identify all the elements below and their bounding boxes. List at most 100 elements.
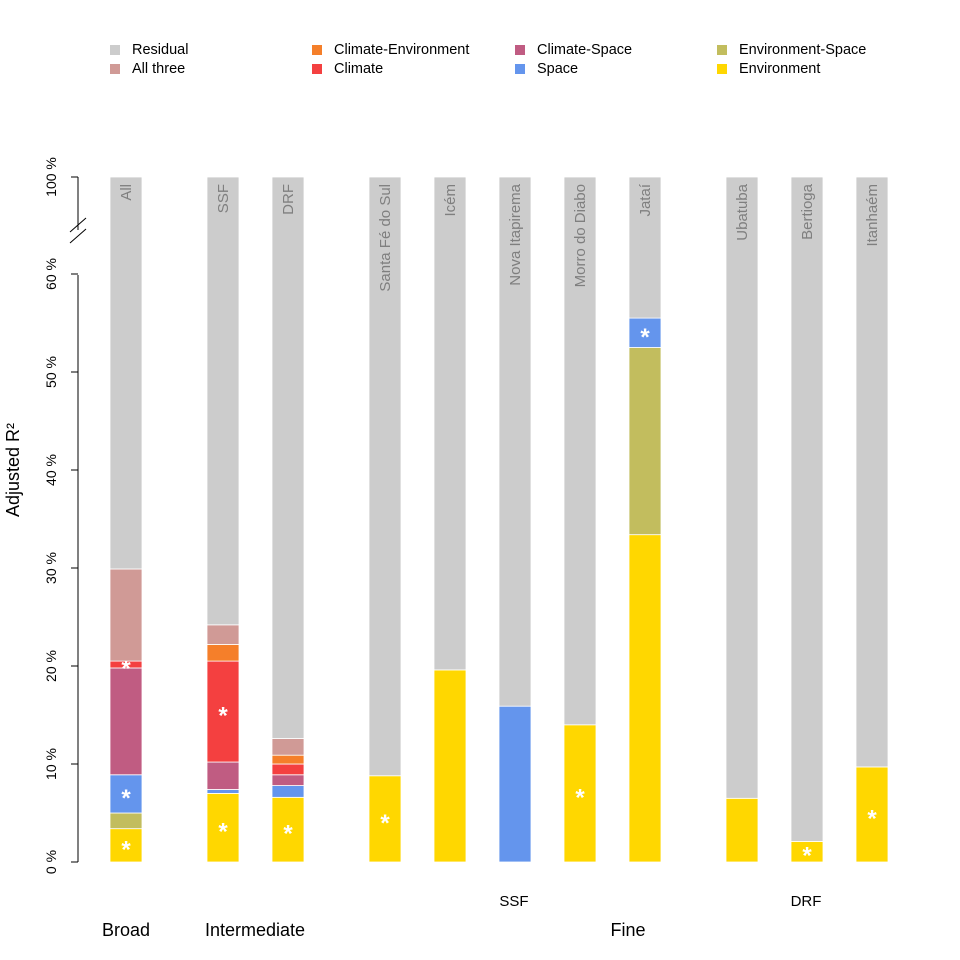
y-tick-label: 0 % <box>43 850 59 874</box>
significance-star: * <box>121 836 131 863</box>
significance-star: * <box>640 324 650 351</box>
subgroup-label-drf: DRF <box>791 893 822 910</box>
bar-morro-do-diabo: * Morro do Diabo <box>563 176 597 863</box>
significance-star: * <box>218 703 228 730</box>
bar-label: All <box>118 184 135 201</box>
bar-segment-environment <box>563 724 597 863</box>
bar-segment-all-three <box>271 738 305 756</box>
significance-star: * <box>380 810 390 837</box>
significance-star: * <box>575 784 585 811</box>
bar-segment-environment <box>433 669 467 863</box>
bar-segment-climate-space <box>109 667 143 776</box>
bar-segment-climate-space <box>206 761 240 790</box>
bar-label: Morro do Diabo <box>572 184 589 287</box>
bar-segment-residual <box>368 176 402 777</box>
significance-star: * <box>121 785 131 812</box>
bar-ubatuba: Ubatuba <box>725 176 759 863</box>
legend-label: Environment <box>739 61 821 77</box>
legend-swatch <box>515 64 525 74</box>
bar-segment-all-three <box>206 624 240 645</box>
bar-segment-residual <box>725 176 759 799</box>
bar-label: Jataí <box>637 183 654 216</box>
group-label-intermediate: Intermediate <box>205 920 305 940</box>
legend-item-climate-space: Climate-Space <box>515 42 632 58</box>
bar-santa-f-do-sul: * Santa Fé do Sul <box>368 176 402 863</box>
bar-segment-residual <box>628 176 662 319</box>
significance-star: * <box>121 656 131 683</box>
bar-segment-climate <box>271 763 305 776</box>
bar-segment-environment <box>271 796 305 863</box>
legend-label: Environment-Space <box>739 42 867 58</box>
legend-item-environment-space: Environment-Space <box>717 42 866 58</box>
bar-label: Nova Itapirema <box>507 183 524 285</box>
y-tick-label: 50 % <box>43 356 59 388</box>
legend-swatch <box>312 45 322 55</box>
legend-swatch <box>717 64 727 74</box>
bar-label: Itanhaém <box>864 184 881 247</box>
bar-bertioga: * Bertioga <box>790 176 824 870</box>
y-tick-label: 60 % <box>43 258 59 290</box>
bar-segment-space <box>206 789 240 794</box>
legend-label: Space <box>537 61 579 77</box>
bars-layer: * * * All * * SSF * DRF * Santa Fé do Sul Icém Nova … <box>109 176 889 870</box>
bar-label: DRF <box>280 184 297 215</box>
legend-item-climate-environment: Climate-Environment <box>312 42 469 58</box>
bar-ic-m: Icém <box>433 176 467 863</box>
bar-label: SSF <box>215 184 232 213</box>
legend-swatch <box>717 45 727 55</box>
bar-label: Santa Fé do Sul <box>377 184 394 292</box>
legend-item-climate: Climate <box>312 61 383 77</box>
bar-segment-all-three <box>109 568 143 662</box>
y-tick-label: 10 % <box>43 748 59 780</box>
legend-swatch <box>110 45 120 55</box>
legend-item-environment: Environment <box>717 61 820 77</box>
y-axis-title: Adjusted R² <box>3 423 23 517</box>
bar-segment-residual <box>206 176 240 626</box>
y-tick-label: 30 % <box>43 552 59 584</box>
y-axis <box>69 177 87 862</box>
legend-swatch <box>515 45 525 55</box>
bar-segment-environment-space <box>628 347 662 536</box>
bar-segment-climate-space <box>271 774 305 786</box>
bar-drf: * DRF <box>271 176 305 863</box>
bar-itanha-m: * Itanhaém <box>855 176 889 863</box>
significance-star: * <box>218 819 228 846</box>
bar-all: * * * All <box>109 176 143 863</box>
legend-label: Climate-Environment <box>334 42 470 58</box>
bar-segment-space <box>109 774 143 814</box>
bar-segment-climate <box>206 660 240 763</box>
bar-segment-climate-environment <box>271 754 305 765</box>
bar-jata-: * Jataí <box>628 176 662 863</box>
bar-segment-residual <box>498 176 532 707</box>
y-tick-label: 20 % <box>43 650 59 682</box>
significance-star: * <box>283 821 293 848</box>
y-tick-label: 100 % <box>43 157 59 197</box>
legend-label: Residual <box>132 42 189 58</box>
bar-segment-space <box>628 317 662 348</box>
bar-segment-residual <box>109 176 143 570</box>
legend-swatch <box>110 64 120 74</box>
bar-segment-environment <box>628 534 662 863</box>
legend-swatch <box>312 64 322 74</box>
bar-segment-space <box>271 785 305 798</box>
y-ticks: 0 % 10 % 20 % 30 % 40 % 50 % 60 % 100 % <box>43 157 78 874</box>
legend-item-residual: Residual <box>110 42 188 58</box>
bar-segment-climate-environment <box>206 644 240 662</box>
bar-segment-residual <box>433 176 467 671</box>
bar-segment-residual <box>563 176 597 726</box>
legend-label: Climate-Space <box>537 42 633 58</box>
group-label-fine: Fine <box>610 920 645 940</box>
significance-star: * <box>802 843 812 870</box>
bar-ssf: * * SSF <box>206 176 240 863</box>
bar-segment-environment <box>109 828 143 863</box>
group-label-broad: Broad <box>102 920 150 940</box>
bar-nova-itapirema: Nova Itapirema <box>498 176 532 863</box>
bar-segment-environment <box>725 797 759 863</box>
legend-item-all-three: All three <box>110 61 185 77</box>
bar-segment-environment-space <box>109 812 143 830</box>
legend-label: All three <box>132 61 186 77</box>
bar-label: Bertioga <box>799 183 816 240</box>
y-tick-label: 40 % <box>43 454 59 486</box>
bar-segment-residual <box>271 176 305 739</box>
